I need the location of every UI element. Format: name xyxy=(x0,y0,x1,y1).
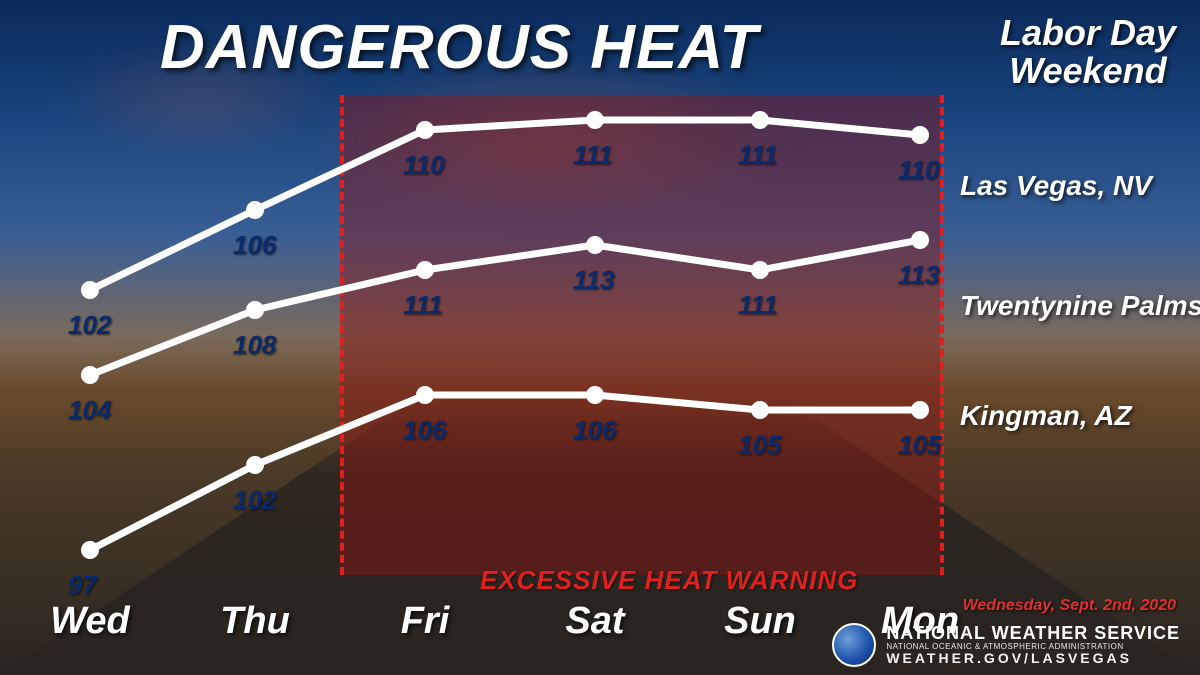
value-label: 106 xyxy=(403,415,446,446)
series-marker xyxy=(586,236,604,254)
series-marker xyxy=(751,261,769,279)
series-marker xyxy=(246,301,264,319)
series-marker xyxy=(416,261,434,279)
series-marker xyxy=(81,541,99,559)
xaxis-label: Sat xyxy=(565,600,624,643)
subtitle-line1: Labor Day xyxy=(1000,14,1176,52)
series-marker xyxy=(246,456,264,474)
series-marker xyxy=(911,126,929,144)
issued-date: Wednesday, Sept. 2nd, 2020 xyxy=(963,597,1176,615)
value-label: 106 xyxy=(573,415,616,446)
value-label: 113 xyxy=(898,260,939,291)
series-marker xyxy=(81,366,99,384)
xaxis-label: Sun xyxy=(724,600,796,643)
value-label: 105 xyxy=(898,430,941,461)
value-label: 108 xyxy=(233,330,276,361)
value-label: 97 xyxy=(68,570,97,601)
value-label: 111 xyxy=(738,140,778,171)
chart-svg xyxy=(40,95,940,575)
series-line xyxy=(90,240,920,375)
series-marker xyxy=(911,401,929,419)
series-marker xyxy=(751,401,769,419)
excessive-heat-warning-label: EXCESSIVE HEAT WARNING xyxy=(480,565,858,596)
main-title: DANGEROUS HEAT xyxy=(160,12,758,83)
series-marker xyxy=(586,111,604,129)
forecast-chart: 1021061101111111101041081111131111139710… xyxy=(40,95,940,575)
subtitle-line2: Weekend xyxy=(1000,52,1176,90)
series-line xyxy=(90,395,920,550)
city-label: Twentynine Palms, CA xyxy=(960,290,1200,322)
value-label: 113 xyxy=(573,265,614,296)
xaxis-label: Wed xyxy=(50,600,130,643)
value-label: 106 xyxy=(233,230,276,261)
noaa-logo-icon xyxy=(832,623,876,667)
series-marker xyxy=(81,281,99,299)
footer-text: NATIONAL WEATHER SERVICE NATIONAL OCEANI… xyxy=(886,624,1180,666)
value-label: 104 xyxy=(68,395,111,426)
subtitle: Labor Day Weekend xyxy=(1000,14,1176,90)
value-label: 110 xyxy=(898,155,939,186)
series-marker xyxy=(246,201,264,219)
value-label: 102 xyxy=(233,485,276,516)
series-marker xyxy=(911,231,929,249)
xaxis-label: Thu xyxy=(220,600,290,643)
footer: NATIONAL WEATHER SERVICE NATIONAL OCEANI… xyxy=(832,623,1180,667)
series-marker xyxy=(751,111,769,129)
value-label: 102 xyxy=(68,310,111,341)
series-marker xyxy=(586,386,604,404)
value-label: 110 xyxy=(403,150,444,181)
warning-boundary-line xyxy=(940,95,944,575)
value-label: 111 xyxy=(403,290,443,321)
city-label: Las Vegas, NV xyxy=(960,170,1152,202)
xaxis-label: Fri xyxy=(401,600,450,643)
series-marker xyxy=(416,121,434,139)
value-label: 111 xyxy=(573,140,613,171)
footer-url: WEATHER.GOV/LASVEGAS xyxy=(886,651,1180,666)
series-marker xyxy=(416,386,434,404)
footer-agency: NATIONAL WEATHER SERVICE xyxy=(886,624,1180,643)
value-label: 111 xyxy=(738,290,778,321)
city-label: Kingman, AZ xyxy=(960,400,1132,432)
value-label: 105 xyxy=(738,430,781,461)
